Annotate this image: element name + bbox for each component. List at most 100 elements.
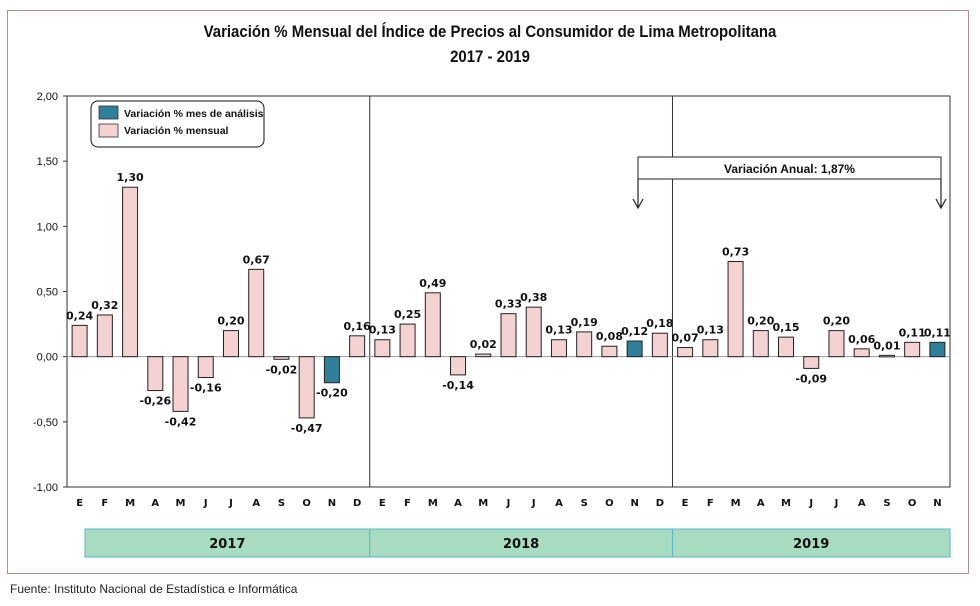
year-bands: 2017 2018 2019 <box>84 528 951 558</box>
year-label: 2018 <box>503 537 539 552</box>
value-label: -0,42 <box>165 415 197 428</box>
arrow-down-icon <box>632 198 644 210</box>
month-label: N <box>630 498 638 509</box>
value-label: 0,20 <box>217 315 244 328</box>
month-label: M <box>428 498 438 509</box>
month-label: J <box>203 498 208 509</box>
bar <box>147 356 164 392</box>
month-label: E <box>379 498 386 509</box>
month-label: J <box>808 498 813 509</box>
value-label: 0,06 <box>848 333 875 346</box>
bar <box>222 330 239 358</box>
y-axis: 2,00 1,50 1,00 0,50 0,00 -0,50 -1,00 <box>33 91 951 494</box>
bar <box>349 335 366 358</box>
bar <box>500 313 517 358</box>
value-label: 0,01 <box>873 339 900 352</box>
month-label: O <box>605 498 614 509</box>
value-label: 0,73 <box>722 246 749 259</box>
month-label: F <box>404 498 411 509</box>
bar <box>172 356 189 412</box>
bar <box>601 345 618 358</box>
annotation-text: Variación Anual: 1,87% <box>724 162 855 176</box>
month-label: J <box>834 498 839 509</box>
month-label: S <box>581 498 588 509</box>
bar <box>828 330 845 358</box>
bar <box>752 330 769 358</box>
bar <box>298 356 315 419</box>
month-label: E <box>76 498 83 509</box>
bars <box>71 186 946 419</box>
value-label: 0,11 <box>924 326 951 339</box>
bar <box>475 353 492 358</box>
bar <box>96 314 113 358</box>
annotation-box <box>637 156 942 180</box>
month-label: A <box>555 498 563 509</box>
month-label: M <box>781 498 791 509</box>
month-label: J <box>228 498 233 509</box>
y-tick-label: -0,50 <box>33 417 58 429</box>
value-label: 0,19 <box>571 316 598 329</box>
bar <box>197 356 214 379</box>
bar <box>878 354 895 358</box>
legend-label-highlight: Variación % mes de análisis <box>124 108 264 120</box>
year-band <box>84 528 371 558</box>
value-label: 1,30 <box>117 171 144 184</box>
month-label: S <box>278 498 285 509</box>
bar <box>576 331 593 358</box>
bar <box>778 336 795 358</box>
bar <box>122 186 139 358</box>
month-label: N <box>328 498 336 509</box>
y-tick-label: -1,00 <box>33 482 58 494</box>
bar <box>904 341 921 358</box>
bar <box>399 323 416 358</box>
bar <box>248 268 265 358</box>
month-label: A <box>151 498 159 509</box>
value-label: 0,11 <box>899 326 926 339</box>
value-label: -0,02 <box>266 363 298 376</box>
month-label: E <box>682 498 689 509</box>
value-label: 0,49 <box>419 277 446 290</box>
bar-highlight <box>929 341 946 358</box>
bar <box>550 339 567 358</box>
value-label: 0,20 <box>823 315 850 328</box>
legend-box <box>90 100 265 148</box>
bar <box>803 356 820 369</box>
source-note: Fuente: Instituto Nacional de Estadístic… <box>10 582 298 596</box>
bar <box>677 347 694 358</box>
month-label: M <box>176 498 186 509</box>
month-label: F <box>707 498 714 509</box>
month-label: F <box>101 498 108 509</box>
value-labels: 0,240,32 1,30 -0,26 -0,42 -0,16 0,20 0,67 -0,02… <box>66 171 951 435</box>
month-label: D <box>656 498 664 509</box>
month-label: N <box>933 498 941 509</box>
chart-title: Variación % Mensual del Índice de Precio… <box>203 22 777 41</box>
value-label: -0,14 <box>442 379 474 392</box>
bar <box>853 348 870 358</box>
year-label: 2017 <box>209 537 245 552</box>
value-label: 0,20 <box>747 315 774 328</box>
bar <box>702 339 719 358</box>
arrow-down-icon <box>935 198 947 210</box>
legend-swatch-highlight <box>98 105 119 120</box>
bar-highlight <box>626 340 643 358</box>
year-label: 2019 <box>793 537 829 552</box>
legend-label-monthly: Variación % mensual <box>124 125 229 137</box>
value-label: 0,67 <box>243 253 270 266</box>
month-label: O <box>908 498 917 509</box>
value-label: -0,16 <box>190 382 222 395</box>
y-tick-label: 2,00 <box>37 91 58 103</box>
month-label: J <box>531 498 536 509</box>
plot-area <box>66 95 951 488</box>
bar <box>651 332 668 358</box>
value-label: -0,20 <box>316 387 348 400</box>
bar <box>374 339 391 358</box>
year-band <box>671 528 951 558</box>
month-label: A <box>252 498 260 509</box>
y-tick-label: 1,00 <box>37 221 58 233</box>
value-label: -0,47 <box>291 422 323 435</box>
bar <box>424 292 441 358</box>
value-label: 0,15 <box>772 321 799 334</box>
month-label: M <box>478 498 488 509</box>
